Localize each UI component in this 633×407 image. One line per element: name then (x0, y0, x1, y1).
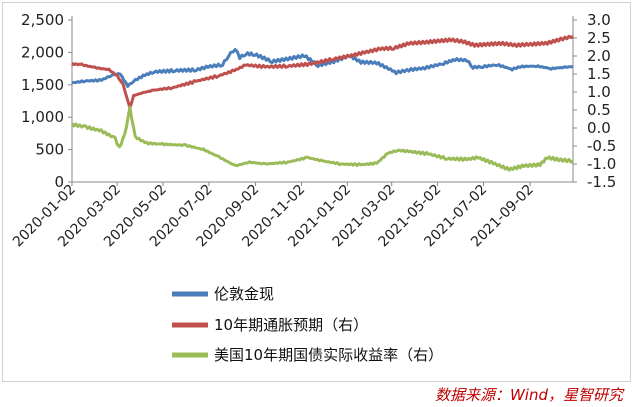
x-ticks: 2020-01-022020-03-022020-05-022020-07-02… (10, 182, 537, 251)
y-right-ticks: -1.5-1.0-0.50.00.51.01.52.02.53.0 (573, 11, 616, 191)
y-left-tick-label: 500 (35, 141, 64, 159)
legend: 伦敦金现 10年期通胀预期（右） 美国10年期国债实际收益率（右） (172, 285, 443, 364)
series-line-1 (71, 34, 574, 110)
y-left-tick-label: 1,500 (21, 76, 64, 94)
y-right-tick-label: 2.5 (587, 29, 611, 47)
y-right-tick-label: -1.5 (587, 173, 616, 191)
legend-label-real-yield: 美国10年期国债实际收益率（右） (214, 346, 443, 364)
y-right-tick-label: 2.0 (587, 47, 611, 65)
y-left-tick-label: 2,000 (21, 43, 64, 61)
y-left-tick-label: 1,000 (21, 108, 64, 126)
series-line-0 (71, 48, 574, 88)
y-right-tick-label: -0.5 (587, 137, 616, 155)
series-line-2 (70, 105, 574, 172)
y-right-tick-label: 1.5 (587, 65, 611, 83)
y-right-tick-label: 1.0 (587, 83, 611, 101)
series-lines (70, 34, 574, 172)
y-right-tick-label: 3.0 (587, 11, 611, 29)
axes (71, 16, 574, 183)
y-right-tick-label: -1.0 (587, 155, 616, 173)
y-left-tick-label: 2,500 (21, 11, 64, 29)
legend-label-inflation: 10年期通胀预期（右） (214, 316, 368, 334)
y-right-tick-label: 0.5 (587, 101, 611, 119)
legend-label-gold: 伦敦金现 (214, 285, 274, 303)
source-note: 数据来源：Wind，星智研究 (434, 386, 623, 404)
y-left-tick-label: 0 (54, 173, 64, 191)
y-left-ticks: 0 500 1,000 1,500 2,000 2,500 (21, 11, 72, 191)
y-right-tick-label: 0.0 (587, 119, 611, 137)
